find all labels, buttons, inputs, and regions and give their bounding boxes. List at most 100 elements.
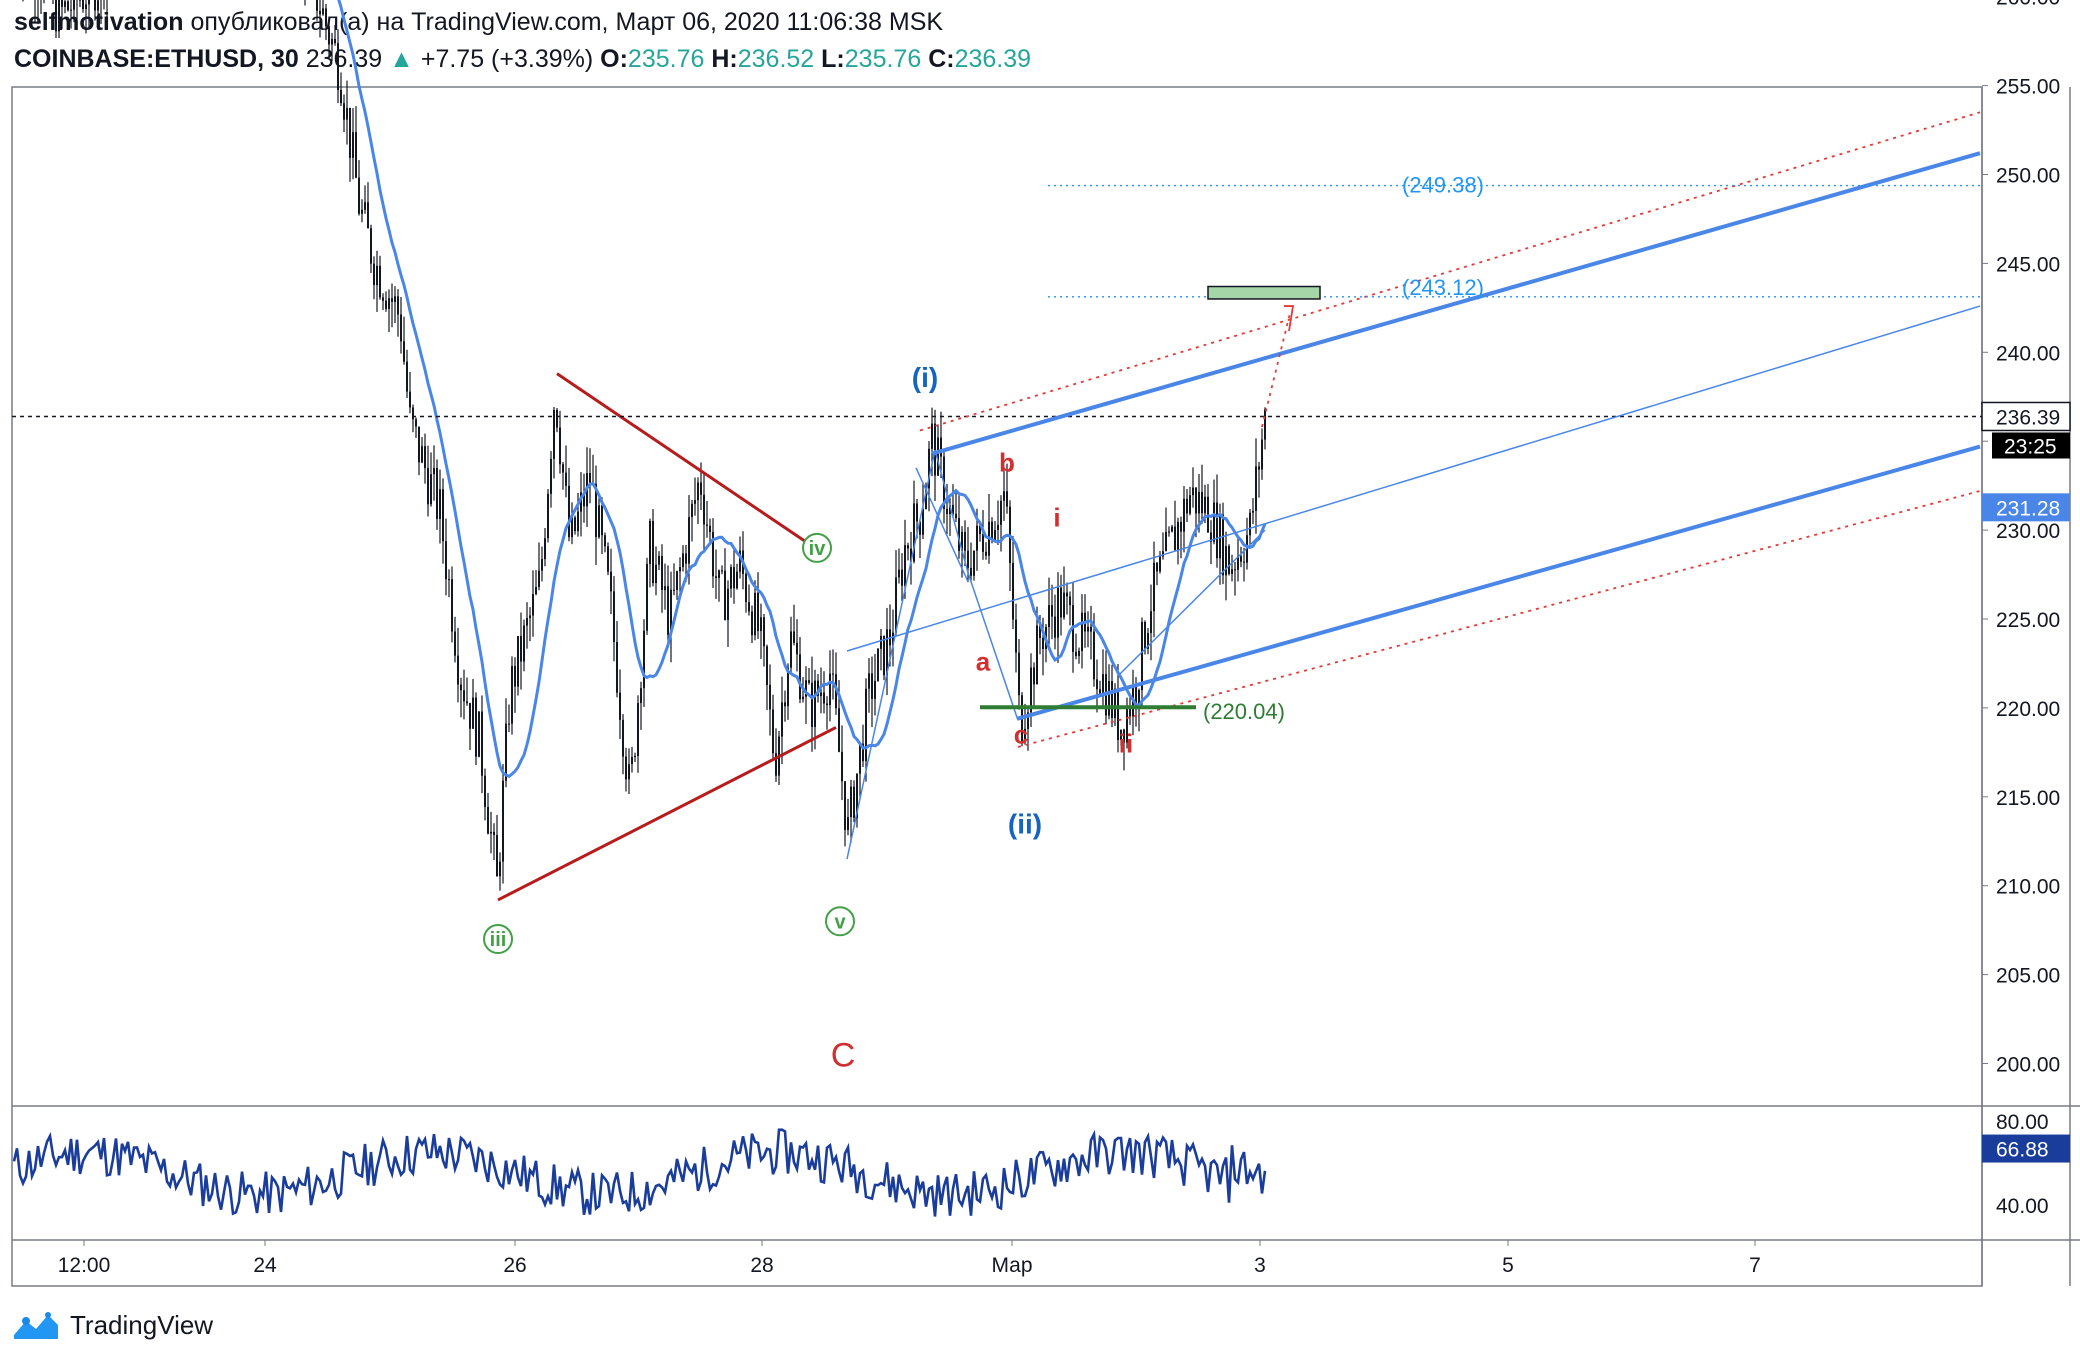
wave-path-2[interactable]: [934, 449, 969, 573]
candle-body: [463, 690, 465, 702]
candle-body: [625, 756, 627, 780]
candle-body: [817, 680, 819, 697]
projection-arrow[interactable]: [1261, 312, 1291, 428]
wave-label-C: C: [831, 1037, 856, 1075]
candle-body: [1006, 491, 1008, 507]
candle-body: [658, 555, 660, 565]
candle-body: [736, 571, 738, 589]
candle-body: [832, 673, 834, 675]
triangle-upper-line[interactable]: [556, 372, 829, 559]
candle-body: [643, 630, 645, 689]
channel-mid-thin[interactable]: [846, 305, 1981, 652]
candle-body: [682, 553, 684, 568]
drawings: [12, 111, 1982, 902]
candle-body: [1180, 521, 1182, 532]
wave-path-3[interactable]: [967, 572, 1019, 721]
candle-body: [541, 559, 543, 571]
candle-body: [1174, 526, 1176, 551]
candle-body: [970, 567, 972, 576]
outer-channel-lower[interactable]: [1017, 490, 1981, 748]
candle-body: [406, 361, 408, 392]
candle-body: [877, 648, 879, 681]
candle-body: [685, 553, 687, 564]
candle-body: [886, 629, 888, 676]
candle-body: [868, 673, 870, 689]
candle-body: [1150, 611, 1152, 634]
candle-body: [574, 517, 576, 532]
candle-body: [1198, 491, 1200, 514]
candle-body: [967, 550, 969, 568]
price-tick-label: 220.00: [1996, 698, 2060, 721]
candle-body: [982, 533, 984, 552]
candle-body: [700, 482, 702, 495]
candle-body: [64, 1, 66, 7]
moving-average: [96, 0, 1267, 779]
candle-body: [688, 517, 690, 564]
last-price: 236.39: [305, 45, 383, 73]
candle-body: [451, 579, 453, 632]
symbol-name[interactable]: COINBASE:ETHUSD, 30: [14, 45, 299, 73]
candle-body: [1111, 681, 1113, 719]
wave-label-(i): (i): [912, 362, 938, 393]
candle-body: [1243, 561, 1245, 563]
candle-body: [964, 531, 966, 551]
candle-body: [1141, 621, 1143, 691]
candle-body: [865, 688, 867, 762]
candle-body: [358, 177, 360, 214]
candle-body: [502, 780, 504, 862]
price-tick-label: 205.00: [1996, 965, 2060, 988]
triangle-lower-line[interactable]: [497, 726, 837, 902]
published-text: опубликовал(а) на TradingView.com, Март …: [190, 8, 944, 36]
last-price-badge-text: 236.39: [1996, 406, 2060, 429]
candle-body: [703, 494, 705, 525]
candle-body: [637, 703, 639, 756]
candle-body: [469, 703, 471, 729]
candle-body: [58, 0, 60, 32]
candle-body: [754, 592, 756, 636]
wave-path-1[interactable]: [846, 449, 936, 860]
candle-body: [1177, 521, 1179, 551]
candle-body: [1138, 690, 1140, 707]
candle-body: [484, 775, 486, 807]
candle-body: [1024, 728, 1026, 741]
candle-body: [571, 517, 573, 538]
candle-body: [610, 571, 612, 592]
candle-body: [652, 520, 654, 584]
candle-body: [748, 602, 750, 612]
candle-body: [1090, 626, 1092, 632]
open-label: O:: [600, 45, 628, 73]
wave-base-thin[interactable]: [1117, 529, 1266, 677]
candle-body: [1258, 466, 1260, 470]
low-label: L:: [821, 45, 845, 73]
close-value: 236.39: [954, 45, 1032, 73]
candle-body: [1114, 688, 1116, 719]
candle-body: [457, 655, 459, 685]
channel-lower-thick[interactable]: [1017, 444, 1981, 721]
footer-brand-text: TradingView: [70, 1310, 214, 1340]
target-zone-box[interactable]: [1207, 285, 1321, 300]
channel-upper-thick[interactable]: [931, 151, 1981, 456]
candle-body: [649, 520, 651, 564]
candle-body: [661, 555, 663, 590]
candle-body: [940, 437, 942, 457]
candle-body: [1165, 531, 1167, 552]
candle-body: [430, 474, 432, 505]
wave-label-iii: iii: [490, 929, 507, 951]
time-tick-label: Мар: [991, 1254, 1032, 1277]
candle-body: [388, 298, 390, 309]
rsi-badge: [1982, 1134, 2070, 1163]
candle-body: [616, 641, 618, 693]
candle-body: [409, 391, 411, 408]
price-tick-label: 245.00: [1996, 253, 2060, 276]
footer-brand[interactable]: TradingView: [12, 1310, 213, 1341]
outer-channel-upper[interactable]: [919, 111, 1981, 432]
author-name[interactable]: selfmotivation: [14, 8, 184, 36]
candle-body: [1096, 679, 1098, 690]
candle-body: [496, 835, 498, 877]
price-axis: 280.00275.00270.00265.00260.00255.00250.…: [58, 0, 2071, 1277]
wave-i-ii-thin[interactable]: [915, 467, 969, 582]
candle-body: [952, 504, 954, 514]
candle-body: [1051, 605, 1053, 617]
candle-body: [829, 673, 831, 706]
